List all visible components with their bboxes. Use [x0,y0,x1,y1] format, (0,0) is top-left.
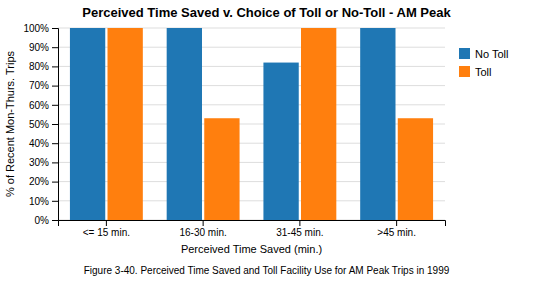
bar-series [70,28,396,220]
y-tick: 60% [29,100,58,111]
x-tick-mark [299,220,300,226]
y-axis-title: % of Recent Mon-Thurs. Trips [4,50,16,197]
y-tick-mark [52,162,58,163]
y-tick: 40% [29,138,58,149]
y-tick: 20% [29,176,58,187]
y-tick-label: 50% [29,119,49,130]
x-tick-label: >45 min. [377,227,416,238]
y-tick: 90% [29,42,58,53]
bar [108,28,143,220]
y-tick-mark [52,28,58,29]
y-tick-label: 60% [29,100,49,111]
x-tick: <= 15 min. [83,220,130,238]
plot: <= 15 min. 16-30 min. 31-45 min. >45 min. 0%… [23,23,445,238]
grid [58,28,445,220]
y-tick-mark [52,105,58,106]
y-tick-label: 20% [29,176,49,187]
x-axis-title: Perceived Time Saved (min.) [181,243,322,255]
legend-label: No Toll [475,48,508,60]
bars [70,28,433,220]
chart: <= 15 min. 16-30 min. 31-45 min. >45 min. 0%… [0,0,533,282]
x-axis-line [59,221,446,227]
x-tick: 16-30 min. [180,220,227,238]
y-tick-mark [52,47,58,48]
caption: Figure 3-40. Perceived Time Saved and To… [84,265,450,276]
bar [301,28,336,220]
y-tick: 50% [29,119,58,130]
bar [263,63,298,220]
y-tick: 0% [35,215,58,226]
y-tick-label: 10% [29,196,49,207]
bar [360,28,395,220]
y-tick-label: 80% [29,61,49,72]
bar [204,118,239,220]
y-tick-mark [52,124,58,125]
y-tick-label: 40% [29,138,49,149]
y-tick: 70% [29,80,58,91]
y-tick-label: 100% [23,23,49,34]
y-tick-mark [52,86,58,87]
x-axis: <= 15 min. 16-30 min. 31-45 min. >45 min. [59,220,446,238]
y-tick-label: 0% [35,215,50,226]
y-tick-mark [52,201,58,202]
y-axis-line [52,29,59,221]
legend: No Toll Toll [459,48,508,78]
x-tick: >45 min. [377,220,416,238]
x-tick-label: 16-30 min. [180,227,227,238]
legend-swatch [459,48,470,59]
legend-item: No Toll [459,48,508,60]
legend-swatch [459,66,470,77]
y-tick-mark [52,66,58,67]
y-tick-label: 30% [29,157,49,168]
bar [167,28,202,220]
y-tick-label: 70% [29,80,49,91]
title: Perceived Time Saved v. Choice of Toll o… [82,5,451,20]
x-tick-mark [106,220,107,226]
y-tick: 80% [29,61,58,72]
x-tick-label: 31-45 min. [276,227,323,238]
bar [70,28,105,220]
x-tick-mark [396,220,397,226]
bar [398,118,433,220]
y-tick-mark [52,182,58,183]
y-axis: 0% 10% 20% 30% 40% 50% 60% 70% 80% 90% 100% [23,23,58,226]
legend-item: Toll [459,66,492,78]
y-tick: 100% [23,23,58,34]
x-tick-mark [203,220,204,226]
bar-series [108,28,434,220]
y-tick-mark [52,220,58,221]
legend-label: Toll [475,66,492,78]
y-tick-mark [52,143,58,144]
y-tick-label: 90% [29,42,49,53]
x-tick-label: <= 15 min. [83,227,130,238]
y-tick: 30% [29,157,58,168]
x-tick: 31-45 min. [276,220,323,238]
y-tick: 10% [29,196,58,207]
